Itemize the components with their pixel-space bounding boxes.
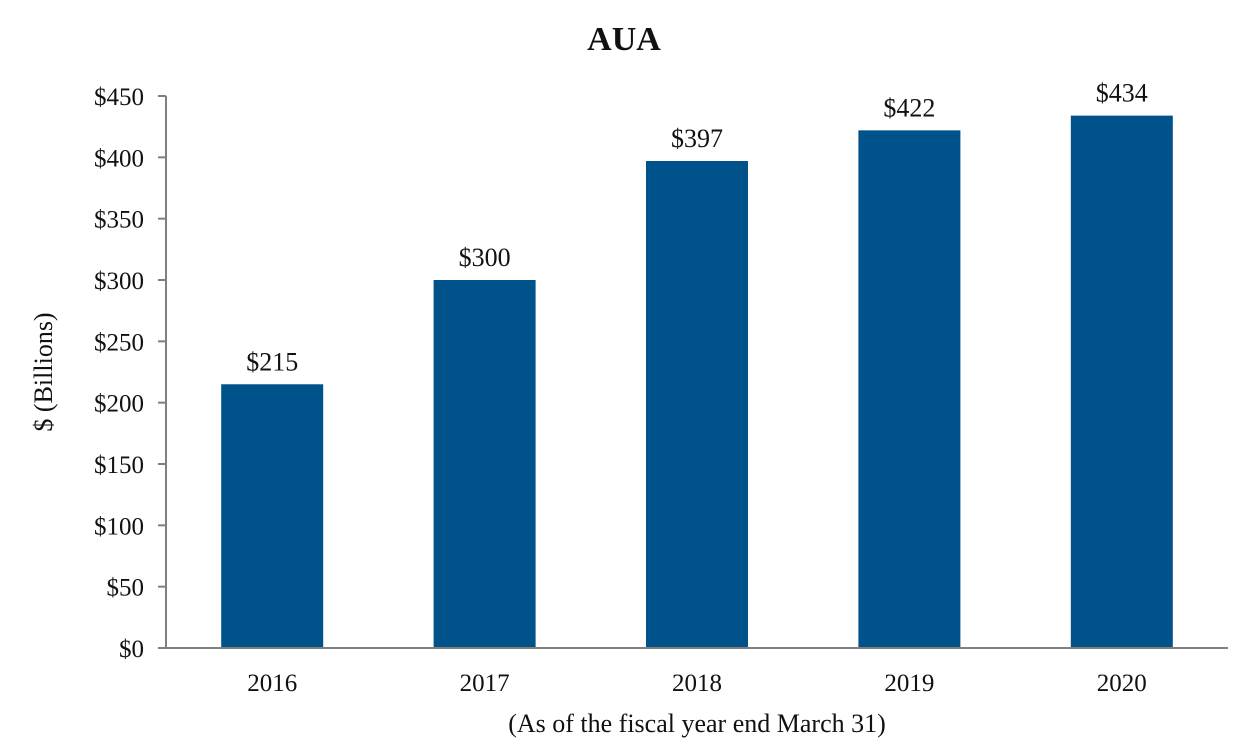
chart-title: AUA xyxy=(587,21,661,58)
x-tick-label: 2017 xyxy=(460,670,510,697)
y-tick-label: $0 xyxy=(119,636,144,663)
bar-2020 xyxy=(1070,115,1173,649)
x-tick-label: 2018 xyxy=(672,670,722,697)
y-axis-label: $ (Billions) xyxy=(29,312,58,431)
x-tick-label: 2019 xyxy=(884,670,934,697)
y-tick-label: $250 xyxy=(94,329,144,356)
y-tick-label: $100 xyxy=(94,513,144,540)
x-tick-label: 2020 xyxy=(1097,670,1147,697)
x-axis-label: (As of the fiscal year end March 31) xyxy=(508,709,886,738)
bar-2017 xyxy=(433,280,536,648)
y-tick-label: $350 xyxy=(94,207,144,234)
y-tick-label: $200 xyxy=(94,391,144,418)
bar-2019 xyxy=(858,130,961,648)
data-label: $397 xyxy=(671,124,723,153)
y-tick-label: $450 xyxy=(94,84,144,111)
y-tick-label: $300 xyxy=(94,268,144,295)
data-label: $300 xyxy=(459,243,511,272)
x-tick-label: 2016 xyxy=(247,670,297,697)
data-label: $215 xyxy=(246,347,298,376)
y-tick-label: $400 xyxy=(94,145,144,172)
y-tick-label: $50 xyxy=(107,575,145,602)
bar-2016 xyxy=(221,384,324,648)
data-label: $422 xyxy=(883,93,935,122)
data-label: $434 xyxy=(1096,79,1148,108)
bar-2018 xyxy=(646,161,748,648)
plot-area: $0 $50 $100 $150 $200 $250 $300 $350 $400 $450 201… xyxy=(94,79,1173,697)
y-tick-label: $150 xyxy=(94,452,144,479)
